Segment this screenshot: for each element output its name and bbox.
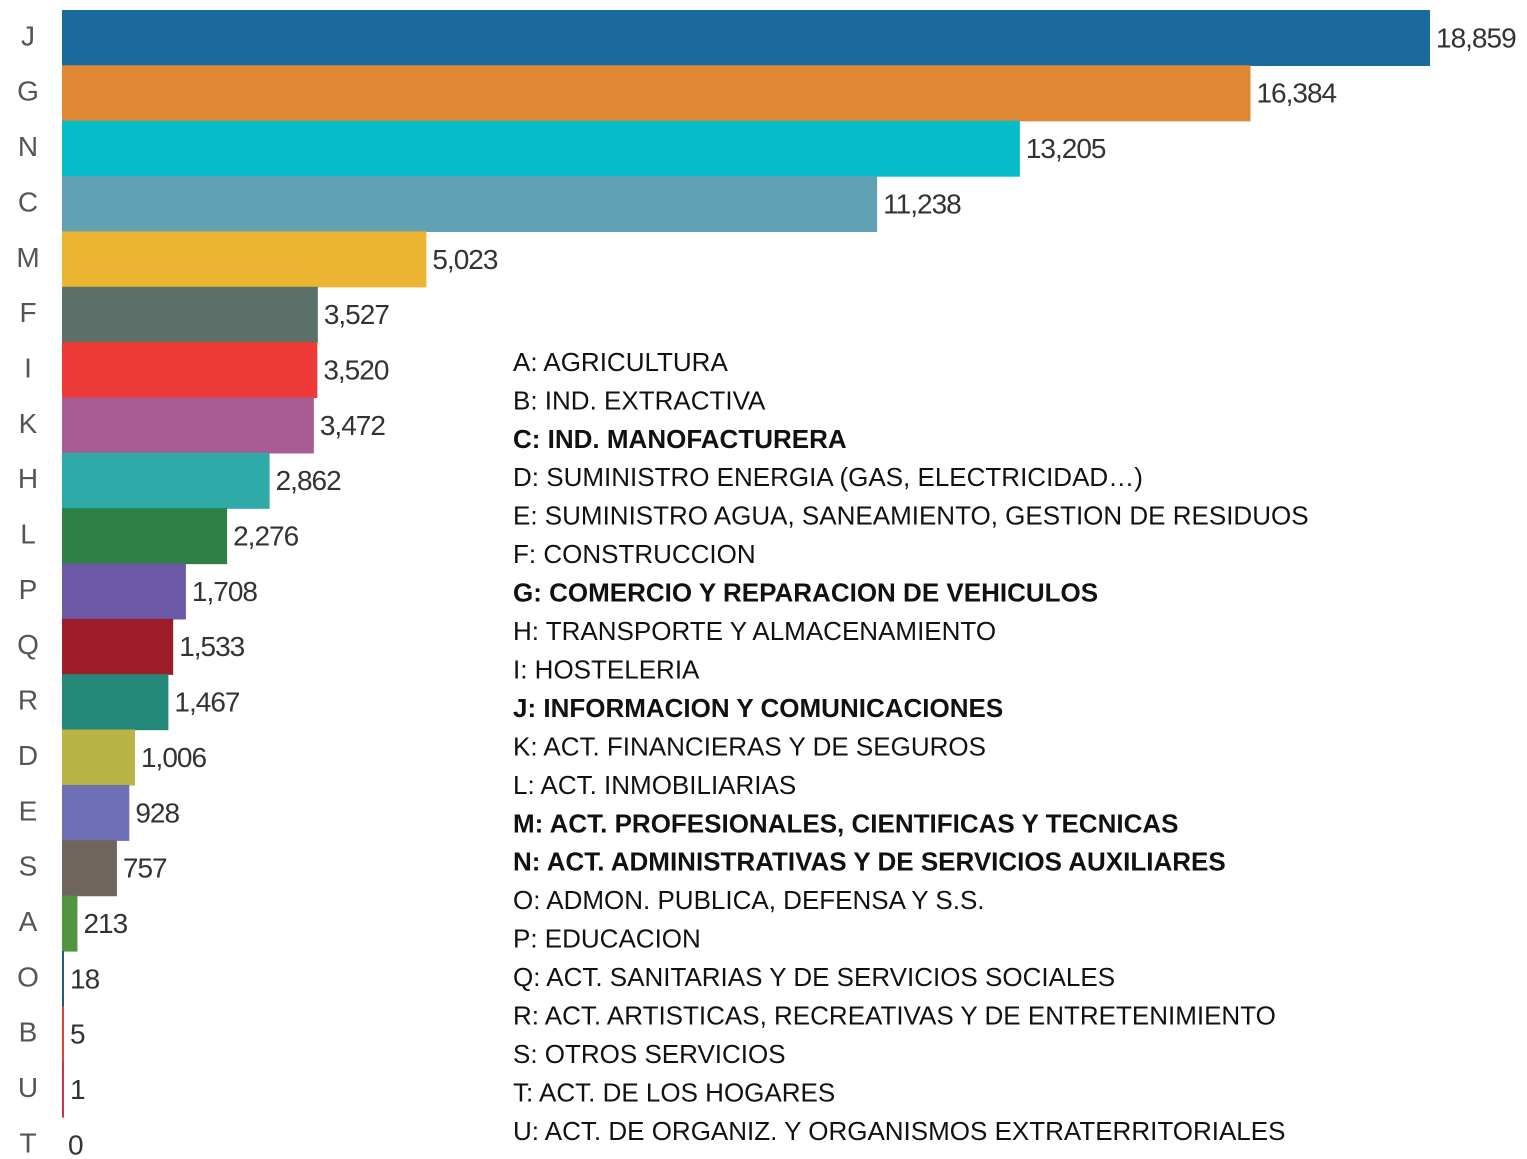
bar bbox=[62, 1061, 64, 1118]
value-label: 18 bbox=[70, 963, 100, 994]
bar bbox=[62, 65, 1251, 122]
category-label: J bbox=[21, 20, 35, 51]
legend-item: K: ACT. FINANCIERAS Y DE SEGUROS bbox=[513, 731, 986, 761]
value-label: 2,276 bbox=[233, 521, 298, 552]
value-label: 3,472 bbox=[320, 410, 385, 441]
value-label: 1,708 bbox=[192, 576, 257, 607]
legend-item: H: TRANSPORTE Y ALMACENAMIENTO bbox=[513, 616, 996, 646]
category-label: G bbox=[17, 76, 39, 107]
value-label: 757 bbox=[123, 853, 167, 884]
bar bbox=[62, 10, 1430, 66]
category-label: M bbox=[16, 242, 39, 273]
category-label: S bbox=[19, 851, 38, 882]
category-label: N bbox=[18, 131, 38, 162]
value-label: 3,520 bbox=[323, 354, 388, 385]
category-label: Q bbox=[17, 629, 39, 660]
legend-item: D: SUMINISTRO ENERGIA (GAS, ELECTRICIDAD… bbox=[513, 462, 1143, 492]
category-label: O bbox=[17, 961, 39, 992]
bar bbox=[62, 674, 169, 731]
value-label: 5 bbox=[70, 1019, 85, 1050]
legend-item: A: AGRICULTURA bbox=[513, 347, 728, 377]
category-label: P bbox=[19, 574, 38, 605]
value-label: 1,533 bbox=[179, 631, 244, 662]
legend-item: O: ADMON. PUBLICA, DEFENSA Y S.S. bbox=[513, 885, 985, 915]
legend-item: F: CONSTRUCCION bbox=[513, 539, 756, 569]
legend-item: S: OTROS SERVICIOS bbox=[513, 1039, 786, 1069]
category-label: C bbox=[18, 186, 38, 217]
legend-item: N: ACT. ADMINISTRATIVAS Y DE SERVICIOS A… bbox=[513, 847, 1226, 877]
legend-item: L: ACT. INMOBILIARIAS bbox=[513, 770, 796, 800]
bar bbox=[62, 784, 130, 841]
legend-item: J: INFORMACION Y COMUNICACIONES bbox=[513, 693, 1003, 723]
legend-item: T: ACT. DE LOS HOGARES bbox=[513, 1077, 835, 1107]
value-label: 2,862 bbox=[276, 465, 341, 496]
bar bbox=[62, 231, 427, 288]
bar bbox=[62, 452, 270, 509]
value-label: 928 bbox=[135, 797, 179, 828]
category-label: E bbox=[19, 795, 38, 826]
legend-item: R: ACT. ARTISTICAS, RECREATIVAS Y DE ENT… bbox=[513, 1001, 1276, 1031]
legend-item: G: COMERCIO Y REPARACION DE VEHICULOS bbox=[513, 578, 1098, 608]
value-label: 5,023 bbox=[432, 244, 497, 275]
category-label: A bbox=[19, 906, 38, 937]
value-label: 13,205 bbox=[1026, 133, 1106, 164]
bar bbox=[62, 895, 78, 952]
category-label: I bbox=[24, 352, 32, 383]
legend-item: I: HOSTELERIA bbox=[513, 654, 700, 684]
legend-item: C: IND. MANOFACTURERA bbox=[513, 424, 847, 454]
value-label: 18,859 bbox=[1436, 22, 1516, 53]
legend-item: U: ACT. DE ORGANIZ. Y ORGANISMOS EXTRATE… bbox=[513, 1116, 1285, 1146]
bar bbox=[62, 342, 318, 399]
legend-item: B: IND. EXTRACTIVA bbox=[513, 385, 766, 415]
bar bbox=[62, 397, 314, 454]
value-label: 1,006 bbox=[141, 742, 206, 773]
bar bbox=[62, 563, 186, 620]
category-label: R bbox=[18, 685, 38, 716]
bar bbox=[62, 176, 878, 233]
category-label: L bbox=[20, 519, 36, 550]
value-label: 1 bbox=[70, 1074, 85, 1105]
legend-item: E: SUMINISTRO AGUA, SANEAMIENTO, GESTION… bbox=[513, 501, 1309, 531]
value-label: 213 bbox=[83, 908, 127, 939]
bar bbox=[62, 950, 64, 1007]
legend-item: P: EDUCACION bbox=[513, 924, 701, 954]
bar bbox=[62, 618, 174, 675]
category-label: D bbox=[18, 740, 38, 771]
value-label: 16,384 bbox=[1256, 78, 1336, 109]
value-label: 1,467 bbox=[174, 687, 239, 718]
category-label: B bbox=[19, 1017, 38, 1048]
bar bbox=[62, 120, 1020, 177]
legend-item: M: ACT. PROFESIONALES, CIENTIFICAS Y TEC… bbox=[513, 808, 1178, 838]
category-label: T bbox=[19, 1127, 36, 1158]
legend-item: Q: ACT. SANITARIAS Y DE SERVICIOS SOCIAL… bbox=[513, 962, 1115, 992]
bar bbox=[62, 1006, 64, 1063]
value-label: 3,527 bbox=[324, 299, 389, 330]
bar bbox=[62, 840, 117, 897]
bar bbox=[62, 286, 318, 343]
category-label: K bbox=[19, 408, 38, 439]
value-label: 11,238 bbox=[883, 188, 961, 219]
category-label: F bbox=[19, 297, 36, 328]
bar bbox=[62, 508, 228, 565]
value-label: 0 bbox=[68, 1129, 83, 1159]
bar bbox=[62, 729, 135, 786]
category-label: U bbox=[18, 1072, 38, 1103]
category-label: H bbox=[18, 463, 38, 494]
